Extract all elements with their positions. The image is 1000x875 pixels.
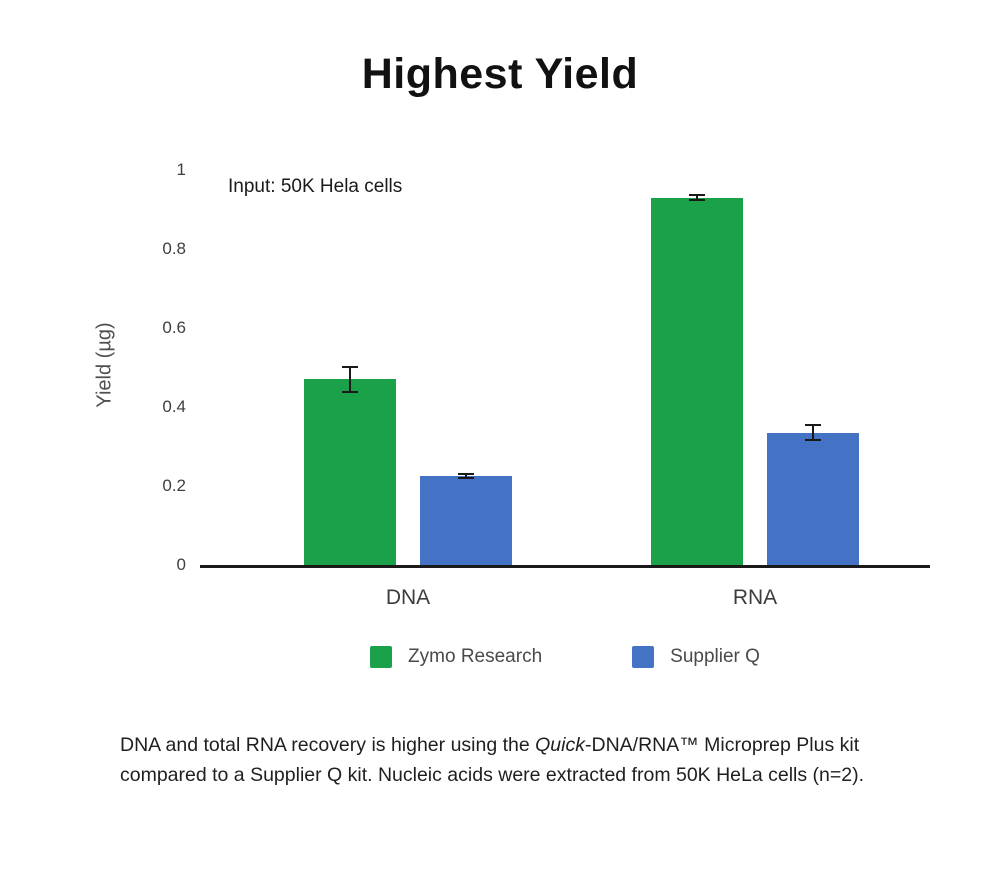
bar-supplier-q-dna [420, 476, 512, 565]
y-axis-title: Yield (µg) [93, 322, 116, 408]
error-bar-supplier-q-dna [458, 473, 474, 479]
bar-supplier-q-rna [767, 432, 859, 565]
legend-swatch [632, 646, 655, 668]
y-tick-label: 0 [176, 555, 186, 574]
legend-item-zymo-research: Zymo Research [370, 646, 542, 668]
error-bar-zymo-research-rna [689, 194, 705, 201]
y-tick-label: 0.2 [162, 476, 186, 495]
y-tick-label: 1 [176, 160, 186, 179]
legend-swatch [370, 646, 393, 668]
legend-label: Zymo Research [408, 646, 543, 667]
error-bar-supplier-q-rna [805, 423, 821, 442]
caption: DNA and total RNA recovery is higher usi… [120, 730, 900, 790]
category-label-rna: RNA [732, 586, 778, 609]
y-tick-label: 0.6 [162, 318, 186, 337]
y-tick-label: 0.8 [162, 239, 186, 258]
x-axis-labels: DNA RNA [200, 586, 930, 616]
plot-area: Input: 50K Hela cells [200, 170, 930, 568]
bar-zymo-research-dna [304, 379, 396, 565]
bar-zymo-research-rna [651, 197, 743, 565]
y-tick-label: 0.4 [162, 397, 186, 416]
category-label-dna: DNA [385, 586, 431, 609]
caption-text-post: -DNA/RNA™ Microprep Plus kit compared to… [120, 734, 865, 787]
legend-item-supplier-q: Supplier Q [632, 646, 760, 668]
plot-annotation: Input: 50K Hela cells [228, 176, 403, 197]
caption-text-italic: Quick [535, 734, 585, 756]
legend: Zymo Research Supplier Q [200, 646, 930, 668]
chart-title: Highest Yield [361, 50, 639, 98]
y-axis-ticks: 0 0.2 0.4 0.6 0.8 1 [128, 160, 186, 574]
legend-label: Supplier Q [670, 646, 760, 667]
caption-text-pre: DNA and total RNA recovery is higher usi… [120, 734, 536, 756]
error-bar-zymo-research-dna [342, 365, 358, 394]
